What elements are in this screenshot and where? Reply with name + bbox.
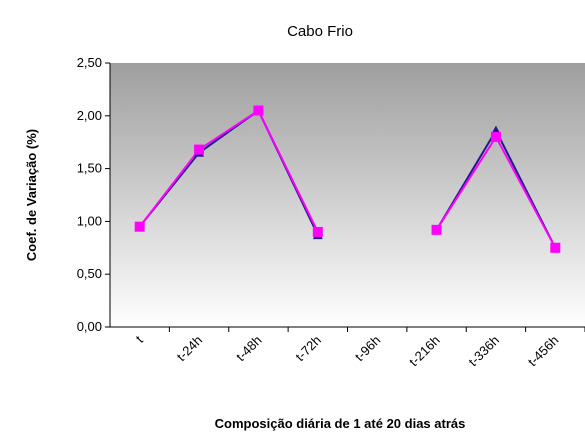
- x-tick-label: t-96h: [352, 333, 384, 365]
- y-tick-label: 0,50: [77, 266, 102, 281]
- marker: [253, 105, 264, 116]
- x-tick-label: t: [133, 332, 146, 345]
- y-tick-label: 2,00: [77, 108, 102, 123]
- marker: [312, 226, 323, 237]
- x-tick-label: t-216h: [406, 333, 443, 370]
- marker: [550, 242, 561, 253]
- y-tick-label: 2,50: [77, 55, 102, 70]
- marker: [194, 144, 205, 155]
- chart-title: Cabo Frio: [287, 23, 353, 40]
- y-tick-label: 1,00: [77, 213, 102, 228]
- marker: [134, 221, 145, 232]
- y-axis-label: Coef. de Variação (%): [24, 129, 39, 261]
- marker: [431, 224, 442, 235]
- x-tick-label: t-72h: [292, 333, 324, 365]
- x-tick-label: t-24h: [174, 333, 206, 365]
- x-axis-label: Composição diária de 1 até 20 dias atrás: [215, 416, 466, 431]
- x-tick-label: t-48h: [233, 333, 265, 365]
- marker: [490, 131, 501, 142]
- plot-area: [110, 63, 585, 327]
- y-tick-label: 1,50: [77, 161, 102, 176]
- y-tick-label: 0,00: [77, 319, 102, 334]
- x-tick-label: t-336h: [465, 333, 502, 370]
- x-tick-label: t-456h: [525, 333, 562, 370]
